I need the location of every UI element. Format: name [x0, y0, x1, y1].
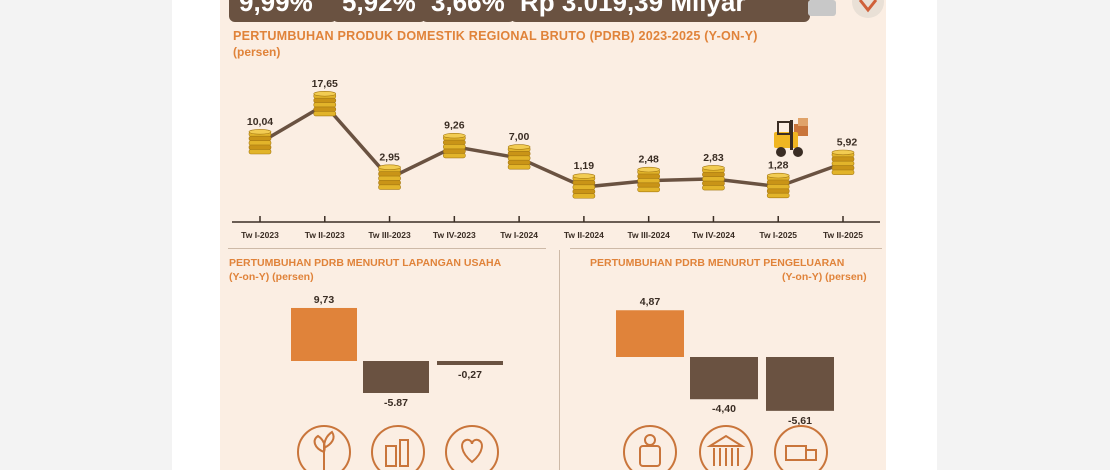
- coin-stack-icon: [248, 129, 272, 155]
- x-tick-label: Tw IV-2023: [433, 230, 476, 240]
- bar-label: -5.87: [384, 397, 408, 409]
- kpi-value-1: 9,99%: [239, 0, 313, 17]
- x-tick-label: Tw II-2024: [564, 230, 604, 240]
- coin-stack-icon: [637, 166, 660, 193]
- expenditure-chart-title: PERTUMBUHAN PDRB MENURUT PENGELUARAN: [590, 257, 845, 269]
- bar: [291, 307, 357, 361]
- data-label: 9,26: [444, 120, 465, 132]
- divider: [228, 248, 546, 249]
- coin-stack-icon: [378, 164, 401, 190]
- export-truck-icon: [774, 425, 828, 470]
- household-consumption-icon: [623, 425, 677, 470]
- coin-stack-icon: [443, 133, 466, 159]
- data-label: 17,65: [312, 78, 338, 90]
- coin-stack-icon: [572, 173, 596, 199]
- forklift-icon: [774, 118, 808, 157]
- kpi-box-1: 9,99%: [229, 0, 337, 22]
- bar-label: -0,27: [458, 369, 482, 381]
- coin-stack-icon: [702, 165, 725, 191]
- kpi-value-4: Rp 3.019,39 Milyar: [520, 0, 746, 17]
- page-margin-right: [937, 0, 1110, 470]
- kpi-value-2: 5,92%: [342, 0, 416, 17]
- expenditure-chart-unit: (Y-on-Y) (persen): [782, 271, 867, 283]
- data-label: 1,28: [768, 160, 789, 172]
- x-tick-label: Tw I-2024: [500, 230, 538, 240]
- coin-stack-icon: [313, 91, 337, 117]
- government-building-icon: [699, 425, 753, 470]
- line-chart-title: PERTUMBUHAN PRODUK DOMESTIK REGIONAL BRU…: [233, 29, 758, 43]
- kpi-box-2: 5,92%: [332, 0, 426, 22]
- series-line: [259, 102, 844, 189]
- pdrb-line-chart: Tw I-2023 Tw II-2023 Tw III-2023 Tw IV-2023…: [232, 78, 880, 240]
- data-label: 2,95: [379, 151, 400, 163]
- x-tick-label: Tw I-2025: [759, 230, 797, 240]
- health-icon: [445, 425, 499, 470]
- coin-stack-icon: [766, 172, 790, 199]
- bar-label: -5,61: [788, 415, 812, 427]
- bar: [690, 357, 758, 400]
- coin-stack-icon: [831, 149, 855, 175]
- coin-stack-icon: [507, 144, 531, 170]
- bar-label: 4,87: [640, 296, 661, 308]
- data-label: 10,04: [247, 116, 273, 128]
- bar-label: -4,40: [712, 403, 736, 415]
- kpi-box-4: Rp 3.019,39 Milyar: [510, 0, 810, 22]
- x-tick-label: Tw II-2025: [823, 230, 863, 240]
- data-label: 2,83: [703, 152, 724, 164]
- header-illustration-icon: [808, 0, 884, 18]
- sector-chart-unit: (Y-on-Y) (persen): [229, 271, 314, 283]
- bar: [766, 357, 834, 411]
- x-tick-label: Tw III-2024: [627, 230, 670, 240]
- data-label: 5,92: [837, 136, 858, 148]
- agriculture-icon: [297, 425, 351, 470]
- x-tick-label: Tw III-2023: [368, 230, 411, 240]
- divider: [559, 250, 560, 470]
- x-tick-label: Tw I-2023: [241, 230, 279, 240]
- data-label: 1,19: [574, 160, 595, 172]
- bar: [437, 361, 503, 365]
- line-chart-unit: (persen): [233, 45, 281, 59]
- bar-label: 9,73: [314, 294, 335, 306]
- page-margin-left: [0, 0, 172, 470]
- industry-icon: [371, 425, 425, 470]
- sector-chart-title: PERTUMBUHAN PDRB MENURUT LAPANGAN USAHA: [229, 257, 502, 269]
- bar: [363, 361, 429, 393]
- divider: [570, 248, 882, 249]
- kpi-value-3: 3,66%: [431, 0, 505, 17]
- data-label: 7,00: [509, 131, 530, 143]
- bar: [616, 310, 684, 357]
- x-tick-label: Tw II-2023: [305, 230, 345, 240]
- data-label: 2,48: [638, 154, 659, 166]
- x-tick-label: Tw IV-2024: [692, 230, 735, 240]
- kpi-box-3: 3,66%: [421, 0, 515, 22]
